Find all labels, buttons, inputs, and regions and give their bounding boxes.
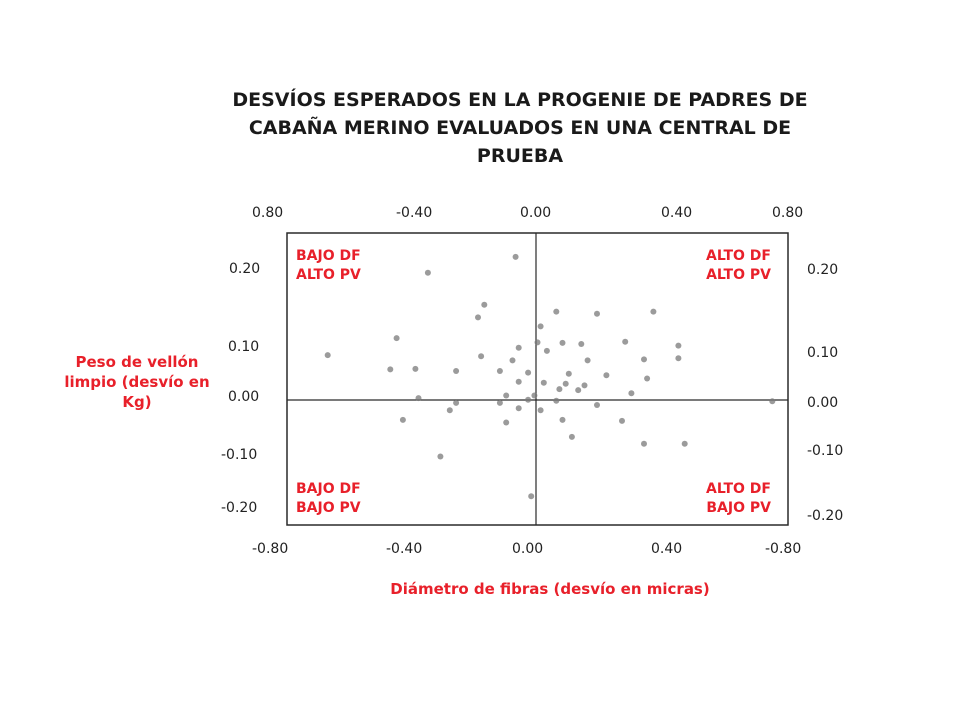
scatter-point xyxy=(553,308,560,315)
scatter-point xyxy=(496,399,503,406)
scatter-point xyxy=(446,407,453,414)
x-tick-top: -0.40 xyxy=(396,205,433,221)
scatter-point xyxy=(324,352,331,359)
scatter-point xyxy=(399,416,406,423)
scatter-point xyxy=(675,355,682,362)
quadrant-label-top-left: BAJO DF ALTO PV xyxy=(296,248,361,283)
scatter-point xyxy=(537,407,544,414)
quadrant-label-bottom-right: ALTO DF BAJO PV xyxy=(706,481,771,516)
scatter-point xyxy=(515,344,522,351)
chart-title: DESVÍOS ESPERADOS EN LA PROGENIE DE PADR… xyxy=(232,89,808,167)
scatter-point xyxy=(540,379,547,386)
scatter-point xyxy=(581,382,588,389)
scatter-point xyxy=(387,366,394,373)
scatter-point xyxy=(475,314,481,321)
scatter-point xyxy=(415,395,422,402)
scatter-point xyxy=(503,392,510,399)
scatter-point xyxy=(565,370,572,377)
y-axis-label: Peso de vellón limpio (desvío en Kg) xyxy=(64,353,210,411)
scatter-point xyxy=(393,335,400,342)
y-tick-right: -0.10 xyxy=(807,443,844,459)
scatter-point xyxy=(578,341,585,347)
scatter-point xyxy=(528,493,535,500)
scatter-point xyxy=(603,372,610,379)
x-tick-bottom: -0.80 xyxy=(765,541,802,557)
scatter-point xyxy=(478,353,485,360)
points-layer xyxy=(324,253,776,500)
y-tick-left: -0.10 xyxy=(221,447,258,463)
scatter-point xyxy=(496,368,503,374)
scatter-point xyxy=(594,402,600,408)
scatter-point xyxy=(512,253,519,260)
scatter-point xyxy=(553,397,560,404)
scatter-point xyxy=(575,387,582,394)
scatter-point xyxy=(559,416,566,423)
scatter-point xyxy=(650,308,657,315)
scatter-point xyxy=(412,365,419,372)
y-tick-right: 0.00 xyxy=(807,395,839,411)
scatter-point xyxy=(628,390,635,397)
quadrant-label-bottom-left: BAJO DF BAJO PV xyxy=(296,481,361,516)
x-tick-bottom: -0.40 xyxy=(386,541,423,557)
x-tick-top: 0.40 xyxy=(661,205,693,221)
scatter-point xyxy=(641,440,647,447)
scatter-point xyxy=(622,338,629,345)
scatter-point xyxy=(424,269,431,276)
scatter-point xyxy=(641,356,647,363)
scatter-point xyxy=(534,339,541,346)
scatter-point xyxy=(559,339,566,346)
y-tick-right: 0.10 xyxy=(807,345,839,361)
plot-frame xyxy=(286,232,789,526)
scatter-point xyxy=(568,433,575,440)
y-tick-left: 0.10 xyxy=(228,339,260,355)
x-tick-top: 0.80 xyxy=(772,205,804,221)
scatter-point xyxy=(681,440,688,447)
scatter-point xyxy=(453,368,460,374)
y-tick-right: 0.20 xyxy=(807,262,839,278)
scatter-point xyxy=(437,453,444,460)
x-tick-bottom: -0.80 xyxy=(252,541,289,557)
y-tick-left: -0.20 xyxy=(221,500,258,516)
x-tick-bottom: 0.40 xyxy=(651,541,683,557)
scatter-point xyxy=(584,357,591,364)
scatter-point xyxy=(562,380,569,387)
y-tick-left: 0.20 xyxy=(229,261,261,277)
scatter-point xyxy=(531,392,538,399)
scatter-point xyxy=(509,357,516,364)
quadrant-label-top-right: ALTO DF ALTO PV xyxy=(706,248,771,283)
scatter-point xyxy=(644,375,651,382)
scatter-point xyxy=(503,419,510,426)
scatter-point xyxy=(525,396,532,403)
y-tick-left: 0.00 xyxy=(228,389,260,405)
scatter-point xyxy=(525,369,532,376)
x-axis-label: Diámetro de fibras (desvío en micras) xyxy=(390,580,710,598)
x-tick-bottom: 0.00 xyxy=(512,541,544,557)
scatter-point xyxy=(481,301,488,308)
scatter-point xyxy=(619,417,625,424)
y-tick-right: -0.20 xyxy=(807,508,844,524)
scatter-point xyxy=(556,386,563,393)
scatter-point xyxy=(515,378,522,385)
scatter-point xyxy=(515,405,522,412)
x-tick-top: 0.00 xyxy=(520,205,552,221)
scatter-point xyxy=(594,310,600,317)
scatter-point xyxy=(769,398,776,405)
scatter-point xyxy=(675,342,682,349)
x-tick-top: 0.80 xyxy=(252,205,284,221)
scatter-point xyxy=(543,347,550,354)
scatter-point xyxy=(537,323,544,330)
scatter-point xyxy=(453,399,460,406)
